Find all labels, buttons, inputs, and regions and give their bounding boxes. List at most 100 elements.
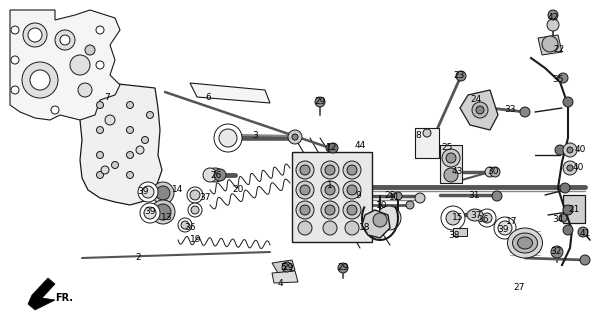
Text: 25: 25	[441, 143, 453, 153]
Circle shape	[51, 106, 59, 114]
Circle shape	[485, 167, 495, 177]
Circle shape	[548, 10, 558, 20]
Circle shape	[127, 126, 133, 133]
Circle shape	[101, 166, 109, 174]
Circle shape	[181, 221, 189, 229]
Circle shape	[70, 55, 90, 75]
Circle shape	[498, 221, 512, 235]
Circle shape	[152, 182, 174, 204]
Circle shape	[347, 165, 357, 175]
Text: 12: 12	[326, 143, 338, 153]
Circle shape	[446, 153, 456, 163]
Circle shape	[578, 227, 588, 237]
Polygon shape	[362, 210, 390, 238]
Polygon shape	[272, 260, 295, 273]
Circle shape	[563, 225, 573, 235]
Circle shape	[23, 23, 47, 47]
Text: 27: 27	[513, 284, 524, 292]
Ellipse shape	[206, 168, 224, 182]
Text: 39: 39	[144, 207, 155, 217]
Text: 32: 32	[550, 247, 562, 257]
Circle shape	[187, 187, 203, 203]
Text: 33: 33	[504, 106, 516, 115]
Circle shape	[580, 255, 590, 265]
Circle shape	[203, 168, 217, 182]
Circle shape	[325, 185, 335, 195]
Circle shape	[11, 86, 19, 94]
Circle shape	[144, 207, 156, 219]
Circle shape	[345, 221, 359, 235]
Circle shape	[456, 71, 466, 81]
Circle shape	[214, 124, 242, 152]
Circle shape	[97, 151, 103, 158]
Text: 30: 30	[487, 167, 499, 177]
Circle shape	[551, 246, 563, 258]
Circle shape	[96, 26, 104, 34]
Circle shape	[325, 165, 335, 175]
Circle shape	[140, 203, 160, 223]
Circle shape	[478, 209, 496, 227]
Circle shape	[146, 111, 154, 118]
Circle shape	[494, 217, 516, 239]
Circle shape	[127, 172, 133, 179]
Text: 13: 13	[161, 213, 173, 222]
Text: 8: 8	[415, 132, 421, 140]
Text: 43: 43	[451, 166, 463, 175]
Circle shape	[558, 73, 568, 83]
Circle shape	[141, 137, 149, 143]
Circle shape	[563, 143, 577, 157]
Circle shape	[423, 129, 431, 137]
Circle shape	[542, 36, 558, 52]
Circle shape	[191, 206, 199, 214]
Circle shape	[442, 149, 460, 167]
Text: 42: 42	[547, 13, 559, 22]
Circle shape	[555, 145, 565, 155]
Bar	[563, 195, 585, 223]
Circle shape	[30, 70, 50, 90]
Polygon shape	[28, 278, 55, 310]
Circle shape	[296, 201, 314, 219]
Text: 44: 44	[354, 140, 365, 149]
Text: 7: 7	[104, 93, 110, 102]
Circle shape	[151, 200, 175, 224]
Circle shape	[190, 190, 200, 200]
Text: 22: 22	[553, 45, 565, 54]
Text: 21: 21	[569, 205, 580, 214]
Circle shape	[105, 115, 115, 125]
Text: 41: 41	[580, 228, 591, 237]
Text: 20: 20	[233, 186, 244, 195]
Circle shape	[85, 45, 95, 55]
Circle shape	[155, 204, 171, 220]
Circle shape	[111, 162, 119, 169]
Circle shape	[28, 28, 42, 42]
Text: 26: 26	[211, 171, 222, 180]
Circle shape	[97, 172, 103, 179]
Circle shape	[156, 186, 170, 200]
Text: 15: 15	[452, 213, 464, 222]
Circle shape	[347, 185, 357, 195]
Polygon shape	[80, 80, 162, 205]
Circle shape	[136, 146, 144, 154]
Circle shape	[347, 205, 357, 215]
Text: 37: 37	[470, 211, 482, 220]
Text: 34: 34	[552, 215, 564, 225]
Text: 6: 6	[205, 92, 211, 101]
Circle shape	[520, 107, 530, 117]
Ellipse shape	[467, 209, 483, 221]
Circle shape	[328, 143, 338, 153]
Circle shape	[559, 214, 567, 222]
Circle shape	[321, 161, 339, 179]
Ellipse shape	[507, 228, 542, 258]
Text: 37: 37	[200, 194, 211, 203]
Circle shape	[373, 213, 387, 227]
Text: 23: 23	[453, 71, 465, 81]
Text: 40: 40	[572, 164, 584, 172]
Bar	[292, 152, 372, 242]
Circle shape	[60, 35, 70, 45]
Circle shape	[444, 168, 458, 182]
Circle shape	[22, 62, 58, 98]
Circle shape	[446, 211, 460, 225]
Circle shape	[326, 144, 334, 152]
Circle shape	[441, 206, 465, 230]
Circle shape	[563, 161, 577, 175]
